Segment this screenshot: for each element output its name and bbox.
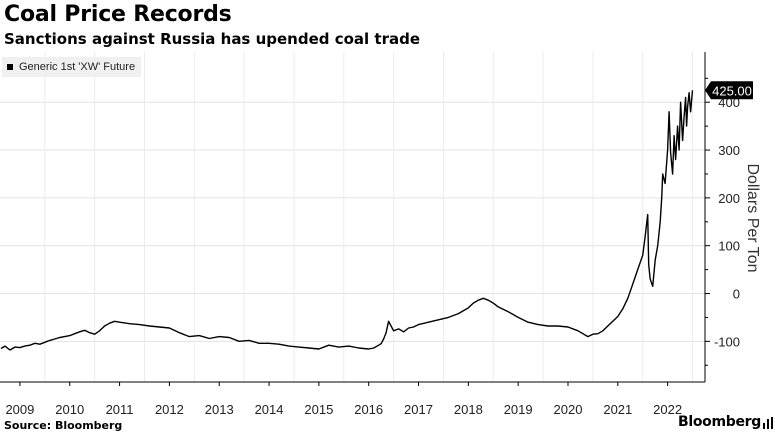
y-tick-label: 100 xyxy=(718,239,740,254)
brand-logo: Bloomberg xyxy=(677,414,761,430)
x-tick-label: 2012 xyxy=(155,402,184,417)
x-tick-label: 2010 xyxy=(55,402,84,417)
x-tick-label: 2016 xyxy=(354,402,383,417)
last-value-text: 425.00 xyxy=(712,83,752,98)
y-tick-label: 300 xyxy=(718,143,740,158)
y-tick-label: 200 xyxy=(718,191,740,206)
last-value-flag xyxy=(705,81,753,100)
x-tick-label: 2017 xyxy=(404,402,433,417)
source-note: Source: Bloomberg xyxy=(4,419,123,432)
x-tick-label: 2011 xyxy=(106,402,134,417)
series-layer xyxy=(0,90,694,351)
x-tick-label: 2022 xyxy=(653,402,682,417)
x-tick-label: 2014 xyxy=(255,402,284,417)
x-tick-label: 2009 xyxy=(5,402,34,417)
chart-subtitle: Sanctions against Russia has upended coa… xyxy=(4,30,421,48)
x-tick-label: 2018 xyxy=(454,402,483,417)
x-tick-label: 2020 xyxy=(554,402,583,417)
y-tick-label: -100 xyxy=(714,334,740,349)
legend: Generic 1st 'XW' Future xyxy=(2,57,142,77)
bar-chart-icon xyxy=(763,417,773,429)
y-tick-label: 0 xyxy=(733,287,740,302)
x-tick-label: 2021 xyxy=(603,402,632,417)
legend-swatch-icon xyxy=(7,64,13,70)
legend-label: Generic 1st 'XW' Future xyxy=(19,61,136,73)
series-line xyxy=(0,90,694,351)
x-tick-label: 2013 xyxy=(205,402,234,417)
x-tick-label: 2019 xyxy=(504,402,533,417)
gridlines xyxy=(0,52,705,382)
x-tick-label: 2015 xyxy=(304,402,333,417)
chart-title: Coal Price Records xyxy=(4,2,232,27)
y-axis-label: Dollars Per Ton xyxy=(744,163,761,273)
value-label: 425.00 xyxy=(705,81,753,100)
